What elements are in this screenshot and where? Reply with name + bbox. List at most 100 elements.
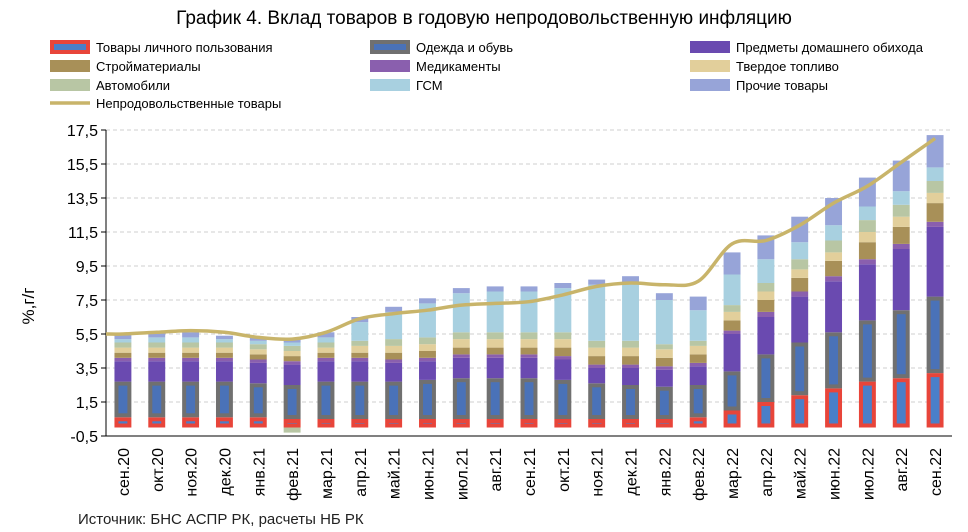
bar-segment [689,296,707,311]
bar-segment [114,347,132,353]
x-tick-label: апр.21 [353,448,370,497]
legend-label: Стройматериалы [96,59,201,74]
bar-segment [723,311,741,321]
bar-segment [486,339,504,348]
x-tick-label: май.22 [793,448,810,499]
x-tick-label: сен.20 [116,448,133,496]
bar-segment [148,417,166,428]
bar-segment [858,264,876,321]
bar-segment [791,291,809,297]
bar-segment [351,345,369,353]
bar-segment-negative [283,427,301,433]
bar-segment [926,203,944,222]
bar-segment [452,419,470,428]
bar-segment [825,225,843,241]
bar-segment [452,354,470,358]
bar-segment [858,381,876,428]
bar-segment [114,342,132,348]
x-tick-label: апр.22 [759,448,776,497]
bar-segment [419,351,436,358]
bar-segment [723,305,741,312]
bar-segment [283,419,301,428]
x-tick-label: дек.20 [217,448,234,496]
bar-segment [689,310,707,341]
bar-segment [622,385,639,419]
bar-segment [283,385,301,419]
bar-segment [892,160,910,192]
bar-segment [317,419,335,428]
bar-segment [689,354,707,363]
bar-segment [825,281,843,333]
bar-segment [385,359,403,363]
bar-segment [385,339,403,346]
bar-segment [520,419,538,428]
x-tick-label: ноя.21 [590,448,607,497]
bar-segment [148,352,166,358]
bar-segment [419,337,436,345]
bar-segment [520,339,538,348]
bar-segment [689,340,707,346]
bar-segment [791,242,809,260]
bar-segment [926,226,944,297]
bar-segment [182,352,200,358]
bar-segment [926,296,944,374]
bar-segment [588,383,606,419]
bar-segment [385,345,403,353]
bar-segment [825,240,843,253]
bar-segment [655,366,673,370]
y-axis: -0,5 1,5 3,5 5,5 7,5 9,5 11,5 13,5 15,5 17,5 [67,123,107,446]
bar-segment [858,206,876,221]
bar-segment [283,342,301,346]
bar-segment [182,337,200,343]
bar-segment [655,386,673,420]
y-tick-label: 1,5 [76,395,98,412]
x-tick-label: янв.21 [251,448,268,496]
bar-segment [588,347,606,357]
bar-segment [588,279,606,285]
bar-segment [452,357,470,379]
bar-segment [825,260,843,277]
bar-segment [486,419,504,428]
bar-segment [622,419,639,428]
bar-segment [825,252,843,261]
legend-swatch [50,40,90,54]
bar-segment [486,291,504,333]
chart-bars [114,135,944,433]
bar-segment [351,357,369,362]
bar-segment [757,402,775,428]
bar-segment [554,359,572,380]
bar-segment [317,361,335,382]
bar-segment [385,352,403,360]
x-tick-label: июн.21 [420,448,437,500]
bar-segment [249,340,267,345]
line-series-path [105,137,937,342]
bar-segment [926,181,944,193]
bar-segment [148,357,166,362]
y-tick-label: -0,5 [70,429,98,446]
legend-swatch [690,79,730,91]
bar-segment [723,371,741,411]
bar-segment [791,277,809,292]
bar-segment [486,286,504,292]
legend-swatch [690,60,730,72]
y-axis-label: %,г/г [19,288,38,325]
bar-segment [892,226,910,244]
bar-segment [689,362,707,367]
x-tick-label: июл.22 [860,448,877,500]
bar-segment [351,322,369,341]
bar-segment [588,419,606,428]
bar-segment [520,347,538,355]
bar-segment [723,274,741,306]
bar-segment [655,344,673,350]
bar-segment [520,357,538,379]
bar-segment [892,378,910,428]
bar-segment [723,334,741,372]
bar-segment [419,419,436,428]
bar-segment [892,204,910,217]
bar-segment [419,344,436,351]
bar-segment [554,379,572,419]
legend-label: Автомобили [96,78,170,93]
bar-segment [114,357,132,362]
bar-segment [182,332,200,338]
